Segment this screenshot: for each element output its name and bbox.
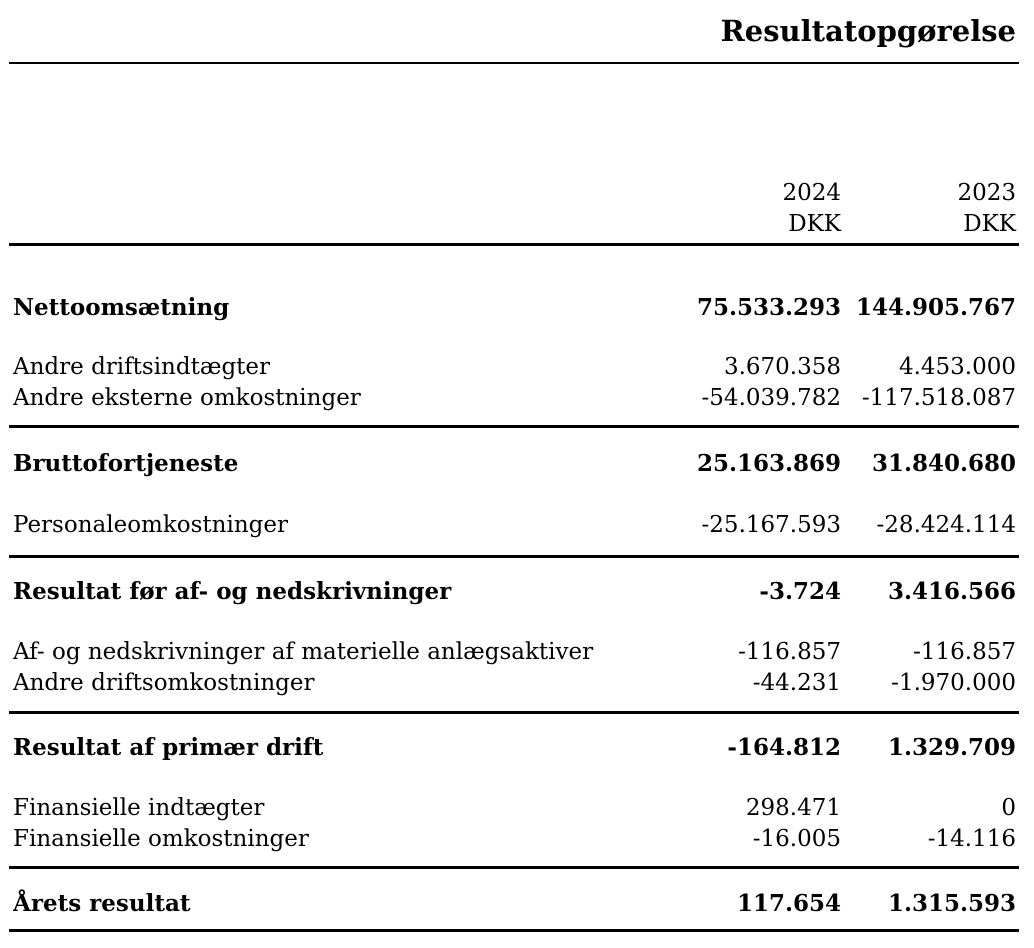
total-divider-bottom bbox=[9, 929, 1019, 932]
statement-row-personaleomkostninger: Personaleomkostninger -25.167.593 -28.42… bbox=[13, 510, 1016, 541]
section-divider-primaer-drift bbox=[9, 711, 1019, 714]
statement-row-finansielle-omkostninger: Finansielle omkostninger -16.005 -14.116 bbox=[13, 824, 1016, 855]
statement-row-finansielle-indtaegter: Finansielle indtægter 298.471 0 bbox=[13, 793, 1016, 824]
row-value-2024: -3.724 bbox=[759, 578, 841, 605]
col-header-currency-2024: DKK bbox=[788, 211, 841, 237]
statement-row-andre-driftsindtaegter: Andre driftsindtægter 3.670.358 4.453.00… bbox=[13, 352, 1016, 383]
col-header-currency-2023: DKK bbox=[963, 211, 1016, 237]
statement-row-af-og-nedskrivninger: Af- og nedskrivninger af materielle anlæ… bbox=[13, 637, 1016, 668]
row-value-2024: -54.039.782 bbox=[701, 385, 841, 411]
row-value-2024: 25.163.869 bbox=[696, 450, 841, 477]
row-value-2023: 0 bbox=[1001, 795, 1016, 821]
row-value-2023: 3.416.566 bbox=[887, 578, 1016, 605]
title-divider bbox=[9, 62, 1019, 64]
row-label: Resultat før af- og nedskrivninger bbox=[13, 578, 452, 605]
section-divider-resultat-foer bbox=[9, 555, 1019, 558]
row-label: Bruttofortjeneste bbox=[13, 450, 239, 477]
row-value-2024: -16.005 bbox=[752, 826, 841, 852]
row-label: Andre driftsomkostninger bbox=[13, 670, 315, 696]
row-value-2024: 3.670.358 bbox=[723, 354, 841, 380]
row-value-2023: -28.424.114 bbox=[876, 512, 1016, 538]
row-label: Nettoomsætning bbox=[13, 294, 230, 321]
column-header-years: 2024 2023 bbox=[13, 178, 1016, 209]
row-value-2024: 75.533.293 bbox=[696, 294, 841, 321]
statement-row-aarets-resultat: Årets resultat 117.654 1.315.593 bbox=[13, 888, 1016, 919]
row-value-2024: -44.231 bbox=[752, 670, 841, 696]
statement-row-andre-driftsomkostninger: Andre driftsomkostninger -44.231 -1.970.… bbox=[13, 668, 1016, 699]
header-divider bbox=[9, 243, 1019, 246]
statement-row-andre-eksterne-omkostninger: Andre eksterne omkostninger -54.039.782 … bbox=[13, 383, 1016, 414]
row-value-2023: -117.518.087 bbox=[861, 385, 1016, 411]
section-divider-bruttofortjeneste bbox=[9, 425, 1019, 428]
row-label: Finansielle indtægter bbox=[13, 795, 265, 821]
row-value-2023: -14.116 bbox=[927, 826, 1016, 852]
row-value-2023: 1.315.593 bbox=[887, 890, 1016, 917]
statement-row-bruttofortjeneste: Bruttofortjeneste 25.163.869 31.840.680 bbox=[13, 448, 1016, 479]
row-value-2024: -25.167.593 bbox=[701, 512, 841, 538]
row-value-2023: 4.453.000 bbox=[898, 354, 1016, 380]
row-value-2024: -164.812 bbox=[727, 734, 841, 761]
row-label: Andre driftsindtægter bbox=[13, 354, 271, 380]
total-divider-top bbox=[9, 866, 1019, 869]
row-label: Resultat af primær drift bbox=[13, 734, 324, 761]
row-label: Personaleomkostninger bbox=[13, 512, 288, 538]
statement-row-resultat-foer-af-og-nedskrivninger: Resultat før af- og nedskrivninger -3.72… bbox=[13, 576, 1016, 607]
row-label: Af- og nedskrivninger af materielle anlæ… bbox=[13, 639, 594, 665]
row-value-2023: 31.840.680 bbox=[871, 450, 1016, 477]
col-header-year-2024: 2024 bbox=[782, 180, 841, 206]
row-value-2023: -1.970.000 bbox=[891, 670, 1016, 696]
row-value-2023: 144.905.767 bbox=[855, 294, 1016, 321]
row-value-2024: -116.857 bbox=[738, 639, 841, 665]
col-header-year-2023: 2023 bbox=[957, 180, 1016, 206]
column-header-currency: DKK DKK bbox=[13, 209, 1016, 240]
row-value-2024: 117.654 bbox=[736, 890, 841, 917]
statement-row-nettoomsaetning: Nettoomsætning 75.533.293 144.905.767 bbox=[13, 292, 1016, 323]
row-label: Finansielle omkostninger bbox=[13, 826, 309, 852]
page-title: Resultatopgørelse bbox=[720, 14, 1016, 48]
statement-row-resultat-af-primaer-drift: Resultat af primær drift -164.812 1.329.… bbox=[13, 732, 1016, 763]
row-label: Årets resultat bbox=[13, 890, 191, 917]
row-value-2023: 1.329.709 bbox=[887, 734, 1016, 761]
row-label: Andre eksterne omkostninger bbox=[13, 385, 361, 411]
row-value-2024: 298.471 bbox=[745, 795, 841, 821]
row-value-2023: -116.857 bbox=[913, 639, 1016, 665]
